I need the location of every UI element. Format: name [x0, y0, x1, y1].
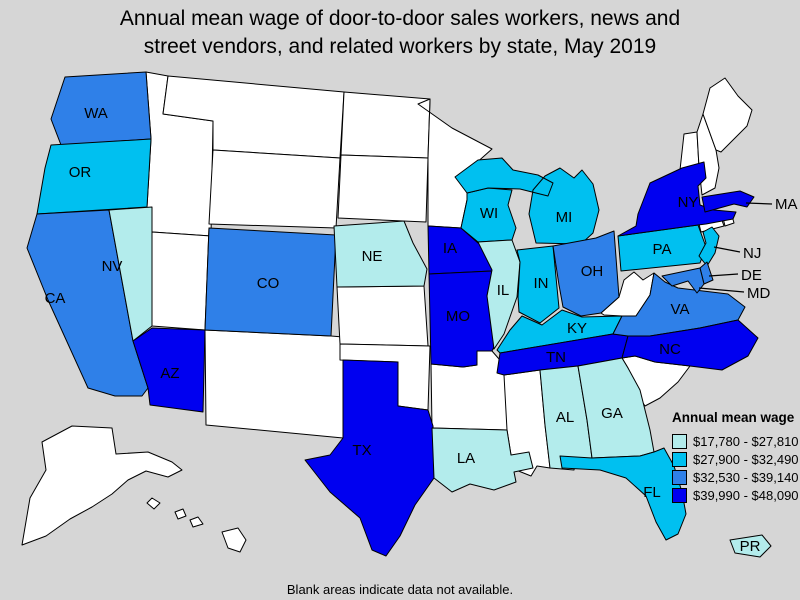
state-label-WA: WA [84, 105, 108, 122]
state-label-CO: CO [257, 275, 280, 292]
state-label-WI: WI [480, 205, 498, 222]
map-title-line2: street vendors, and related workers by s… [143, 35, 657, 58]
state-label-OR: OR [69, 164, 92, 181]
leader-line-MD [698, 287, 745, 293]
legend-item: $39,990 - $48,090 [672, 488, 799, 503]
legend-label-bin2: $27,900 - $32,490 [693, 452, 799, 467]
state-label-TX: TX [352, 442, 371, 459]
state-label-MI: MI [556, 209, 573, 226]
state-PR[interactable] [729, 534, 772, 558]
state-label-GA: GA [601, 405, 623, 422]
state-label-IA: IA [443, 240, 457, 257]
state-MA[interactable] [701, 190, 755, 213]
state-WY[interactable] [208, 149, 341, 229]
leader-line-MA [745, 202, 773, 205]
state-label-IN: IN [534, 275, 549, 292]
map-title-line1: Annual mean wage of door-to-door sales w… [119, 7, 681, 30]
legend-swatch-bin3 [672, 470, 687, 485]
state-MD[interactable] [661, 267, 705, 294]
state-TX[interactable] [304, 359, 435, 557]
state-label-NE: NE [362, 248, 383, 265]
state-label-LA: LA [457, 450, 475, 467]
state-label-FL: FL [643, 484, 661, 501]
map-title: Annual mean wage of door-to-door sales w… [0, 5, 800, 61]
state-ME[interactable] [702, 77, 753, 153]
state-MI[interactable] [454, 157, 600, 245]
legend-label-bin3: $32,530 - $39,140 [693, 470, 799, 485]
state-NJ[interactable] [698, 226, 720, 267]
state-NC[interactable] [621, 319, 759, 371]
state-OH[interactable] [552, 230, 620, 317]
state-label-AZ: AZ [160, 365, 179, 382]
state-WI[interactable] [460, 187, 517, 243]
state-OR[interactable] [36, 138, 152, 215]
state-KS[interactable] [336, 285, 429, 347]
state-label-NJ: NJ [743, 245, 761, 262]
state-label-AL: AL [556, 409, 574, 426]
state-label-NC: NC [659, 341, 681, 358]
state-AZ[interactable] [132, 327, 206, 413]
state-label-CA: CA [45, 290, 66, 307]
legend-item: $32,530 - $39,140 [672, 470, 799, 485]
state-LA[interactable] [431, 427, 534, 493]
state-NV[interactable] [108, 206, 153, 342]
state-label-MO: MO [446, 308, 470, 325]
state-label-VA: VA [671, 301, 690, 318]
state-GA[interactable] [577, 357, 655, 459]
state-label-MA: MA [775, 196, 798, 213]
legend-swatch-bin1 [672, 434, 687, 449]
legend-item: $27,900 - $32,490 [672, 452, 799, 467]
legend-title: Annual mean wage [672, 410, 795, 425]
legend-swatch-bin2 [672, 452, 687, 467]
state-IN[interactable] [516, 245, 560, 324]
state-CO[interactable] [204, 227, 337, 337]
state-label-MD: MD [747, 285, 770, 302]
state-AK[interactable] [21, 425, 183, 546]
state-label-KY: KY [567, 320, 587, 337]
state-label-PA: PA [653, 241, 672, 258]
footer-note: Blank areas indicate data not available. [286, 582, 514, 597]
state-NM[interactable] [204, 329, 344, 439]
legend-swatch-bin4 [672, 488, 687, 503]
state-ND[interactable] [340, 91, 431, 159]
state-label-PR: PR [740, 538, 761, 555]
state-HI[interactable] [146, 497, 247, 553]
state-label-DE: DE [741, 267, 762, 284]
state-IL[interactable] [477, 239, 521, 350]
state-label-NY: NY [678, 194, 699, 211]
state-label-NV: NV [102, 258, 123, 275]
state-label-IL: IL [497, 282, 510, 299]
state-UT[interactable] [151, 227, 212, 331]
leader-line-NJ [713, 246, 741, 253]
legend: Annual mean wage $17,780 - $27,810 $27,9… [672, 410, 799, 506]
state-label-OH: OH [581, 263, 604, 280]
legend-label-bin4: $39,990 - $48,090 [693, 488, 799, 503]
state-FL[interactable] [559, 447, 687, 541]
state-SD[interactable] [337, 154, 429, 223]
legend-item: $17,780 - $27,810 [672, 434, 799, 449]
legend-label-bin1: $17,780 - $27,810 [693, 434, 799, 449]
state-label-TN: TN [546, 349, 566, 366]
leader-line-DE [708, 273, 739, 277]
state-NE[interactable] [333, 220, 428, 288]
